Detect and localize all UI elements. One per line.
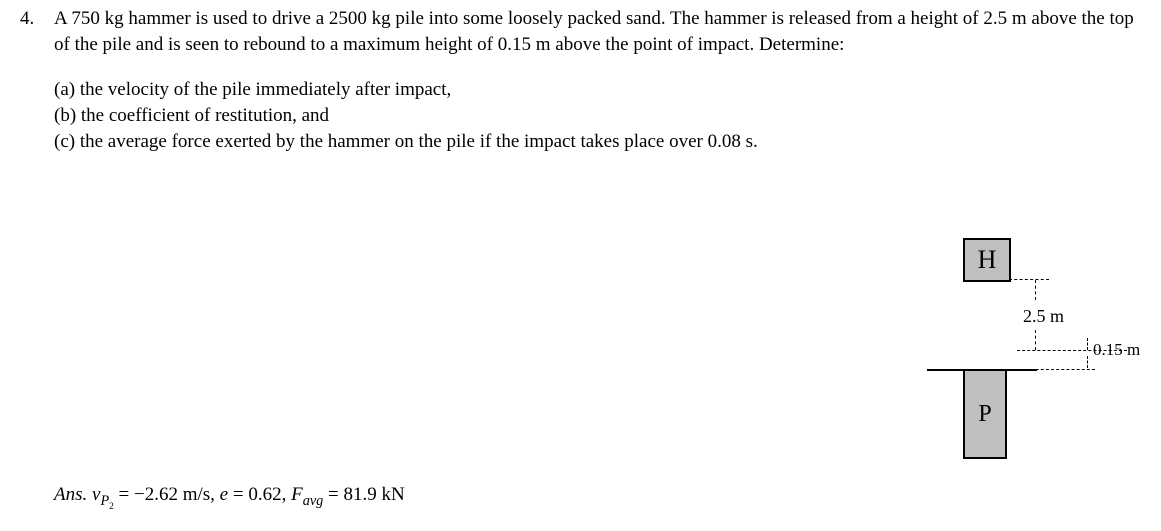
ans-avg: avg [303, 493, 324, 509]
tick-015-bot [1087, 356, 1088, 368]
answer-line: Ans. vP2 = −2.62 m/s, e = 0.62, Favg = 8… [54, 482, 405, 513]
tick-mid [1035, 330, 1036, 350]
drop-height-label: 2.5 m [1023, 304, 1064, 328]
part-c: (c) the average force exerted by the ham… [54, 129, 1144, 155]
ans-vp2-val: = −2.62 m/s, [114, 484, 220, 505]
ans-e-val: = 0.62, [228, 484, 291, 505]
part-a: (a) the velocity of the pile immediately… [54, 77, 1144, 103]
tick-top [1035, 280, 1036, 300]
problem-statement: A 750 kg hammer is used to drive a 2500 … [54, 6, 1144, 57]
dash-pile-top [1005, 369, 1095, 370]
pile-label: P [978, 398, 991, 430]
hammer-box: H [963, 238, 1011, 282]
ans-F: F [291, 484, 303, 505]
ans-F-val: = 81.9 kN [323, 484, 404, 505]
pile-box: P [963, 369, 1007, 459]
dash-top [1009, 279, 1049, 280]
problem-number: 4. [20, 6, 48, 32]
hammer-label: H [978, 242, 997, 277]
ans-P: P [100, 493, 109, 509]
ans-e: e [220, 484, 228, 505]
diagram: H 2.5 m 0.15 m P [947, 238, 1147, 458]
rebound-height-label: 0.15 m [1093, 339, 1140, 362]
part-b: (b) the coefficient of restitution, and [54, 103, 1144, 129]
ans-prefix: Ans. [54, 484, 92, 505]
tick-015-top [1087, 338, 1088, 350]
